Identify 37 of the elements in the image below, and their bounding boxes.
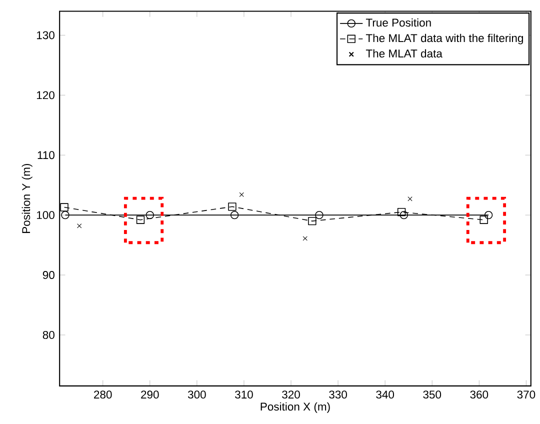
point xyxy=(228,202,236,211)
point xyxy=(308,217,316,226)
y-tick-label: 130 xyxy=(36,31,54,40)
y-tick-label: 80 xyxy=(42,331,54,340)
point xyxy=(400,211,408,220)
x-tick-label: 360 xyxy=(470,390,488,399)
point xyxy=(60,203,68,212)
x-tick-label: 370 xyxy=(517,390,536,399)
point xyxy=(61,211,70,220)
x-tick-label: 290 xyxy=(141,390,159,399)
y-tick-label: 120 xyxy=(36,91,54,100)
point xyxy=(480,216,488,224)
point xyxy=(146,211,154,220)
legend-label: The MLAT data xyxy=(366,49,442,58)
y-axis-title: Position Y (m) xyxy=(22,164,32,234)
point xyxy=(484,211,493,220)
y-tick-label: 100 xyxy=(36,211,54,220)
point xyxy=(230,211,239,220)
x-tick-label: 310 xyxy=(235,390,253,399)
point xyxy=(302,236,308,241)
point xyxy=(397,208,406,216)
x-axis-title: Position X (m) xyxy=(260,402,330,413)
legend-label: True Position xyxy=(366,18,431,27)
x-tick-label: 280 xyxy=(94,390,112,399)
point xyxy=(77,224,82,228)
y-tick-label: 90 xyxy=(42,271,54,280)
x-tick-label: 320 xyxy=(282,390,300,399)
x-tick-label: 340 xyxy=(376,390,394,399)
x-tick-label: 300 xyxy=(188,390,206,399)
x-tick-label: 330 xyxy=(329,390,347,399)
point xyxy=(408,196,412,202)
point xyxy=(315,211,324,220)
point xyxy=(136,216,145,224)
y-tick-label: 110 xyxy=(38,151,54,160)
legend-label: The MLAT data with the filtering xyxy=(366,34,523,44)
x-tick-label: 350 xyxy=(423,390,442,399)
point xyxy=(239,192,244,198)
